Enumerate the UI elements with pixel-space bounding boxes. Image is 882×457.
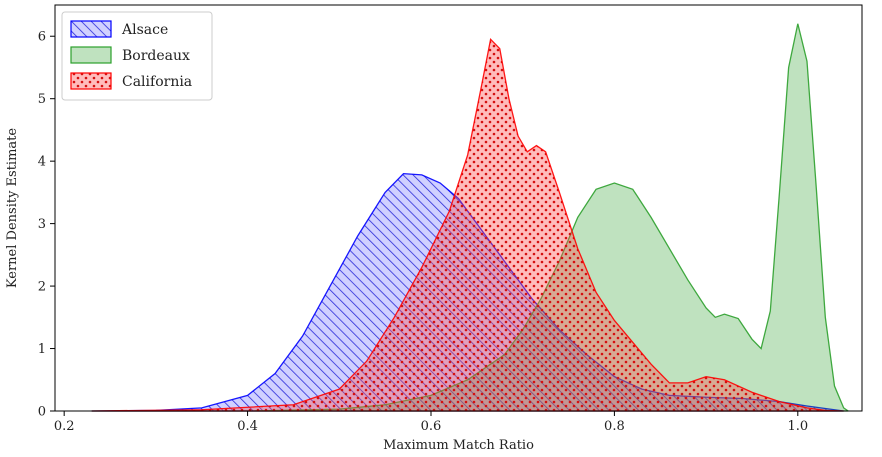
x-tick-label: 0.4 <box>237 419 258 434</box>
legend-swatch-california <box>70 72 112 90</box>
plot-frame <box>54 4 863 412</box>
x-tick-label: 0.6 <box>421 419 442 434</box>
x-tick-label: 0.2 <box>54 419 75 434</box>
legend-label-california: California <box>122 74 192 90</box>
x-axis: 0.2 0.4 0.6 0.8 1.0 <box>54 411 808 434</box>
y-tick-label: 4 <box>38 155 46 170</box>
x-axis-label: Maximum Match Ratio <box>383 438 534 453</box>
y-tick-label: 6 <box>38 30 46 45</box>
y-tick-label: 0 <box>38 405 46 420</box>
series-layer <box>91 23 849 412</box>
y-tick-label: 5 <box>38 92 46 107</box>
legend-swatch-alsace <box>70 20 112 38</box>
legend-swatch-bordeaux <box>70 46 112 64</box>
y-tick-label: 3 <box>38 217 46 232</box>
x-tick-label: 1.0 <box>787 419 808 434</box>
y-axis-label: Kernel Density Estimate <box>5 128 20 288</box>
y-tick-label: 2 <box>38 280 46 295</box>
series-area-california <box>91 38 844 412</box>
legend-label-alsace: Alsace <box>121 22 168 38</box>
y-tick-label: 1 <box>38 342 46 357</box>
x-tick-label: 0.8 <box>604 419 625 434</box>
legend-label-bordeaux: Bordeaux <box>122 48 190 64</box>
legend: Alsace Bordeaux California <box>61 11 213 101</box>
y-axis: 0 1 2 3 4 5 6 <box>38 30 55 420</box>
